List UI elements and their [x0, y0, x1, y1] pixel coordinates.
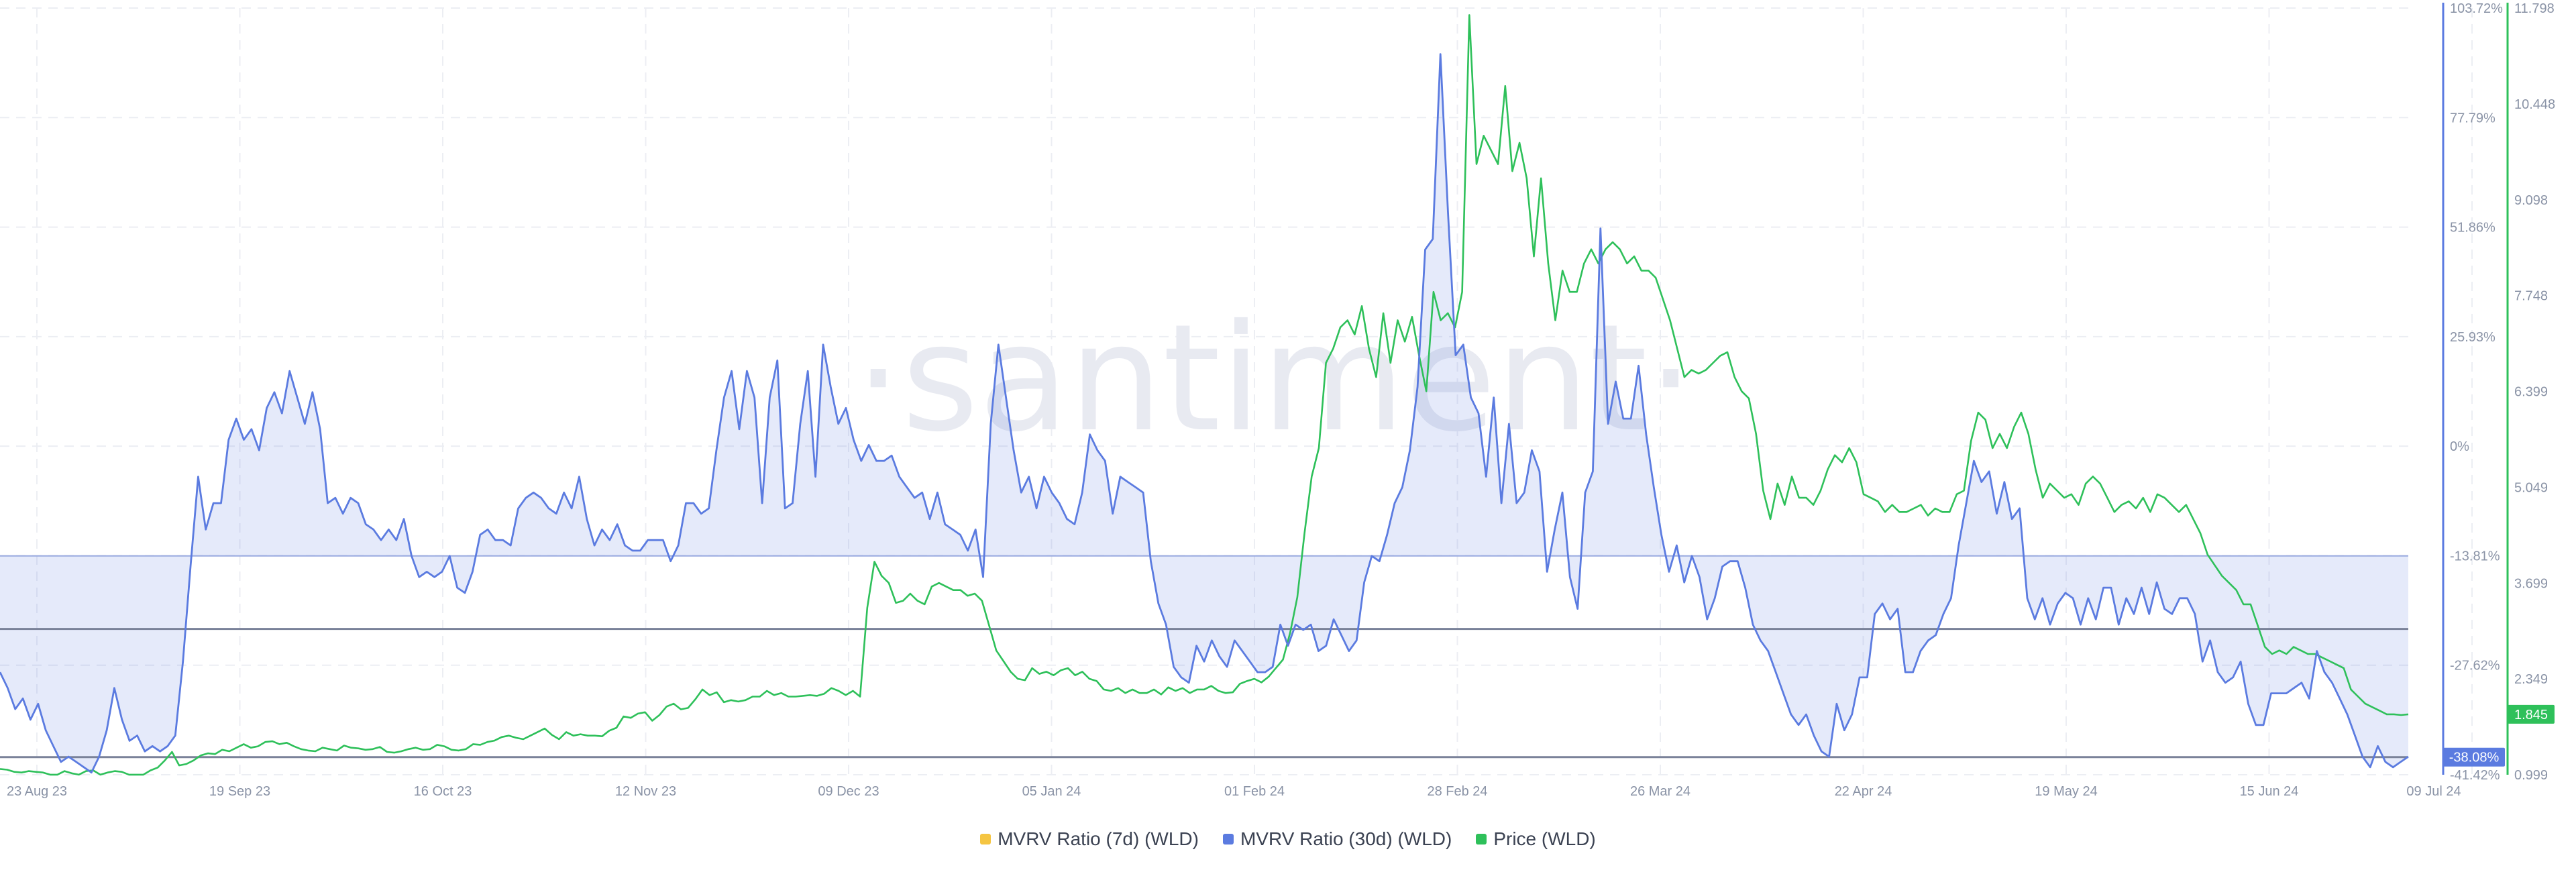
axes: 103.72% 77.79% 51.86% 25.93% 0% -13.81% -27.62… — [7, 1, 2555, 799]
y-left-tick-label: -41.42% — [2450, 768, 2500, 783]
x-tick-label: 28 Feb 24 — [1427, 784, 1487, 799]
price-last-badge-bg — [2508, 704, 2555, 724]
y-left-tick-label: 25.93% — [2450, 330, 2496, 345]
legend-label: MVRV Ratio (7d) (WLD) — [998, 828, 1199, 849]
y-right-tick-label: 11.798 — [2514, 1, 2555, 16]
value-badges: -38.08% 1.845 — [2443, 704, 2555, 767]
santiment-watermark: ·santiment· — [855, 292, 1694, 464]
chart-legend: MVRV Ratio (7d) (WLD) MVRV Ratio (30d) (W… — [0, 828, 2576, 850]
x-tick-label: 26 Mar 24 — [1630, 784, 1690, 799]
y-left-tick-label: -13.81% — [2450, 549, 2500, 563]
y-left-tick-label: 0% — [2450, 439, 2469, 454]
y-right-tick-label: 9.098 — [2514, 193, 2548, 208]
y-left-tick-label: 103.72% — [2450, 1, 2503, 16]
legend-item[interactable]: MVRV Ratio (7d) (WLD) — [980, 828, 1199, 850]
mvrv-30d-line — [0, 53, 2409, 774]
legend-item[interactable]: Price (WLD) — [1476, 828, 1596, 850]
y-left-tick-label: -27.62% — [2450, 659, 2500, 673]
x-tick-label: 15 Jun 24 — [2240, 784, 2299, 799]
y-left-tick-label: 51.86% — [2450, 221, 2496, 235]
reference-lines — [0, 555, 2408, 759]
x-tick-label: 23 Aug 23 — [7, 784, 67, 799]
mvrv-30d-area — [0, 54, 2408, 773]
legend-swatch — [980, 834, 991, 844]
y-right-tick-label: 7.748 — [2514, 289, 2548, 304]
y-right-tick-label: 5.049 — [2514, 480, 2548, 495]
x-tick-label: 22 Apr 24 — [1835, 784, 1892, 799]
y-right-tick-label: 6.399 — [2514, 385, 2548, 400]
price-last-badge: 1.845 — [2514, 708, 2548, 722]
legend-label: Price (WLD) — [1493, 828, 1596, 849]
legend-swatch — [1476, 834, 1487, 844]
mvrv-last-badge-bg — [2443, 747, 2505, 767]
x-tick-label: 16 Oct 23 — [414, 784, 472, 799]
y-right-tick-label: 3.699 — [2514, 576, 2548, 591]
x-tick-label: 09 Dec 23 — [818, 784, 879, 799]
legend-item[interactable]: MVRV Ratio (30d) (WLD) — [1222, 828, 1452, 850]
y-right-tick-label: 10.448 — [2514, 97, 2555, 112]
legend-swatch — [1222, 834, 1234, 844]
x-tick-label: 05 Jan 24 — [1022, 784, 1081, 799]
x-tick-label: 01 Feb 24 — [1224, 784, 1285, 799]
x-tick-label: 09 Jul 24 — [2406, 784, 2461, 799]
price-line — [0, 14, 2409, 776]
y-right-tick-label: 0.999 — [2514, 768, 2548, 783]
series-lines — [0, 14, 2409, 776]
y-left-tick-label: 77.79% — [2450, 111, 2496, 125]
x-tick-label: 19 Sep 23 — [209, 784, 270, 799]
mvrv-area-layer — [0, 54, 2408, 773]
legend-label: MVRV Ratio (30d) (WLD) — [1240, 828, 1452, 849]
x-tick-label: 12 Nov 23 — [615, 784, 676, 799]
x-tick-label: 19 May 24 — [2035, 784, 2097, 799]
y-right-tick-label: 2.349 — [2514, 672, 2548, 687]
mvrv-last-badge: -38.08% — [2449, 751, 2500, 765]
